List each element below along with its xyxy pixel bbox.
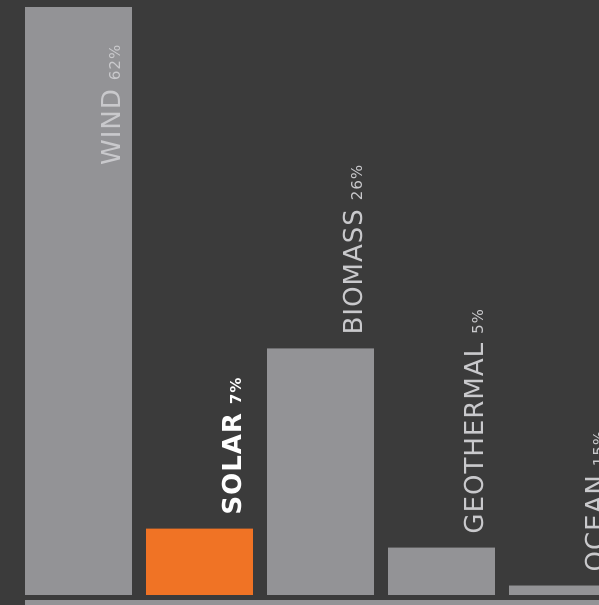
category-label-wind: WIND <box>97 88 127 165</box>
bar-label-ocean: OCEAN 15% <box>581 430 599 572</box>
data-label-geothermal: 5% <box>469 308 487 334</box>
bar-label-geothermal: GEOTHERMAL 5% <box>460 308 490 533</box>
bar-solar <box>146 528 253 595</box>
data-label-wind: 62% <box>106 44 124 80</box>
bar-biomass <box>267 348 374 595</box>
category-label-solar: SOLAR <box>218 412 248 515</box>
bar-ocean <box>509 585 599 595</box>
category-label-biomass: BIOMASS <box>339 208 369 334</box>
bar-wind <box>25 7 132 595</box>
category-label-ocean: OCEAN <box>581 474 599 571</box>
category-label-geothermal: GEOTHERMAL <box>460 342 490 534</box>
bar-label-wind: WIND 62% <box>97 44 127 165</box>
bar-geothermal <box>388 547 495 595</box>
bars-group <box>25 7 599 595</box>
data-label-ocean: 15% <box>590 430 599 466</box>
labels-group: WIND 62% SOLAR 7% BIOMASS 26% GEOTHERMAL 5% OCEA… <box>97 44 599 572</box>
data-label-solar: 7% <box>227 377 245 404</box>
bar-label-biomass: BIOMASS 26% <box>339 164 369 335</box>
baseline <box>25 600 599 605</box>
bar-label-solar: SOLAR 7% <box>218 377 248 515</box>
data-label-biomass: 26% <box>348 164 366 200</box>
